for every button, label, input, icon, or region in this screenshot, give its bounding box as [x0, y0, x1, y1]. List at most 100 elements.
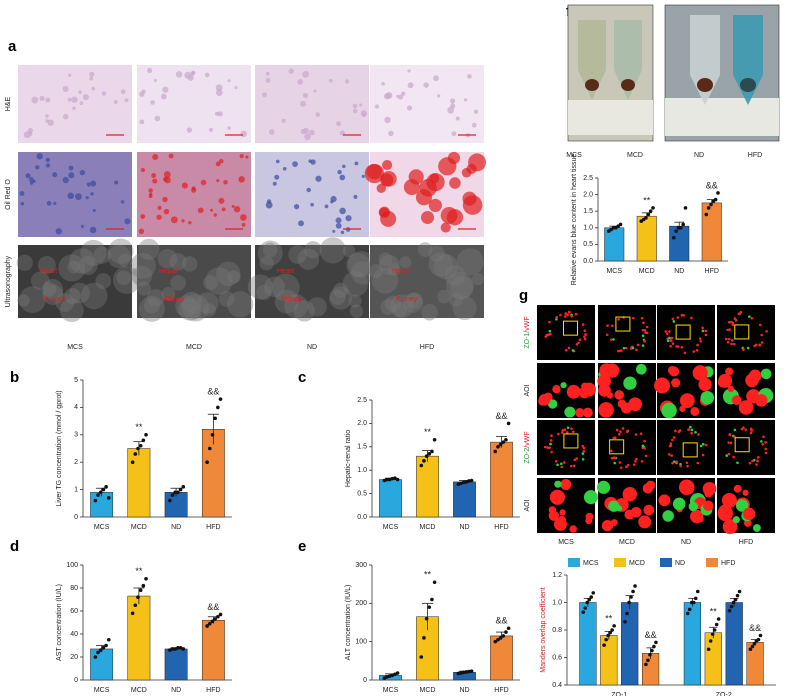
- data-point: [506, 421, 511, 426]
- texture: [68, 172, 75, 179]
- texture: [162, 86, 169, 93]
- data-point: [168, 498, 172, 503]
- texture: [612, 436, 616, 440]
- texture: [68, 73, 72, 77]
- data-point: [683, 206, 688, 210]
- texture: [605, 333, 609, 337]
- texture: [692, 365, 708, 381]
- x-tick-label: MCS: [94, 687, 110, 694]
- texture: [575, 457, 578, 460]
- texture: [227, 291, 254, 318]
- texture: [718, 504, 732, 519]
- texture: [619, 466, 623, 469]
- texture: [31, 96, 39, 104]
- texture: [733, 428, 737, 432]
- texture: [764, 447, 767, 451]
- legend-swatch: [706, 558, 718, 567]
- texture: [329, 286, 353, 310]
- texture: [620, 349, 623, 352]
- texture: [58, 254, 86, 282]
- y-tick-label: 1: [74, 486, 78, 493]
- data-point: [671, 235, 676, 240]
- texture: [451, 131, 457, 137]
- texture: [362, 113, 366, 117]
- texture: [448, 292, 464, 307]
- x-tick-label: MCD: [131, 524, 147, 531]
- texture: [380, 299, 397, 315]
- y-tick-label: 0.0: [583, 258, 593, 265]
- texture: [214, 111, 220, 116]
- data-point: [218, 612, 223, 617]
- ultrasound-label: Heart: [40, 268, 57, 275]
- bar: [579, 602, 597, 686]
- bar: [621, 602, 639, 686]
- texture: [751, 459, 754, 463]
- texture: [695, 348, 699, 352]
- legend-label: HFD: [721, 560, 735, 567]
- y-tick-label: 1.5: [583, 208, 593, 215]
- texture: [581, 323, 585, 326]
- y-tick-label: 0.5: [357, 490, 367, 497]
- texture: [153, 79, 157, 83]
- texture: [385, 92, 393, 99]
- data-point: [141, 583, 146, 588]
- data-point: [583, 606, 588, 610]
- roi-box: [734, 437, 750, 453]
- texture: [473, 109, 479, 114]
- texture: [643, 446, 646, 450]
- texture: [47, 119, 54, 126]
- data-point: [93, 498, 98, 503]
- texture: [406, 292, 423, 309]
- texture: [668, 336, 671, 340]
- texture: [613, 456, 617, 460]
- texture: [598, 402, 614, 418]
- texture: [398, 94, 404, 100]
- texture: [685, 461, 689, 465]
- texture: [131, 265, 153, 287]
- texture: [332, 229, 336, 233]
- texture: [742, 348, 745, 351]
- texture: [433, 254, 459, 280]
- ultrasound-label: Kidney: [396, 296, 418, 303]
- texture: [71, 96, 78, 103]
- data-point: [716, 617, 721, 621]
- data-point: [498, 636, 503, 640]
- texture: [559, 313, 562, 317]
- bar: [201, 619, 225, 681]
- texture: [95, 273, 112, 289]
- texture: [298, 220, 304, 227]
- data-point: [390, 476, 395, 481]
- texture: [749, 431, 753, 435]
- texture: [118, 253, 133, 268]
- texture: [25, 173, 31, 179]
- texture: [764, 451, 768, 455]
- texture: [564, 315, 567, 318]
- texture: [120, 89, 126, 95]
- texture: [139, 119, 145, 125]
- x-tick-label: HFD: [206, 687, 220, 694]
- data-point: [501, 440, 506, 444]
- texture: [233, 205, 241, 213]
- texture: [300, 128, 306, 135]
- texture: [583, 329, 587, 333]
- texture: [728, 433, 732, 437]
- texture: [543, 445, 547, 449]
- texture: [550, 491, 562, 503]
- data-point: [141, 438, 146, 443]
- texture: [265, 71, 270, 76]
- texture: [560, 479, 572, 491]
- texture: [407, 82, 414, 89]
- texture: [297, 248, 320, 270]
- micrograph: [18, 65, 132, 143]
- texture: [375, 104, 380, 109]
- texture: [170, 216, 178, 224]
- data-point: [712, 628, 717, 632]
- panel-label: a: [8, 38, 17, 55]
- texture: [610, 449, 613, 453]
- texture: [760, 368, 772, 380]
- texture: [335, 222, 342, 229]
- row-label-part: ZO-1: [524, 333, 531, 349]
- texture: [640, 316, 644, 320]
- data-point: [608, 630, 612, 635]
- column-label: ND: [307, 344, 317, 351]
